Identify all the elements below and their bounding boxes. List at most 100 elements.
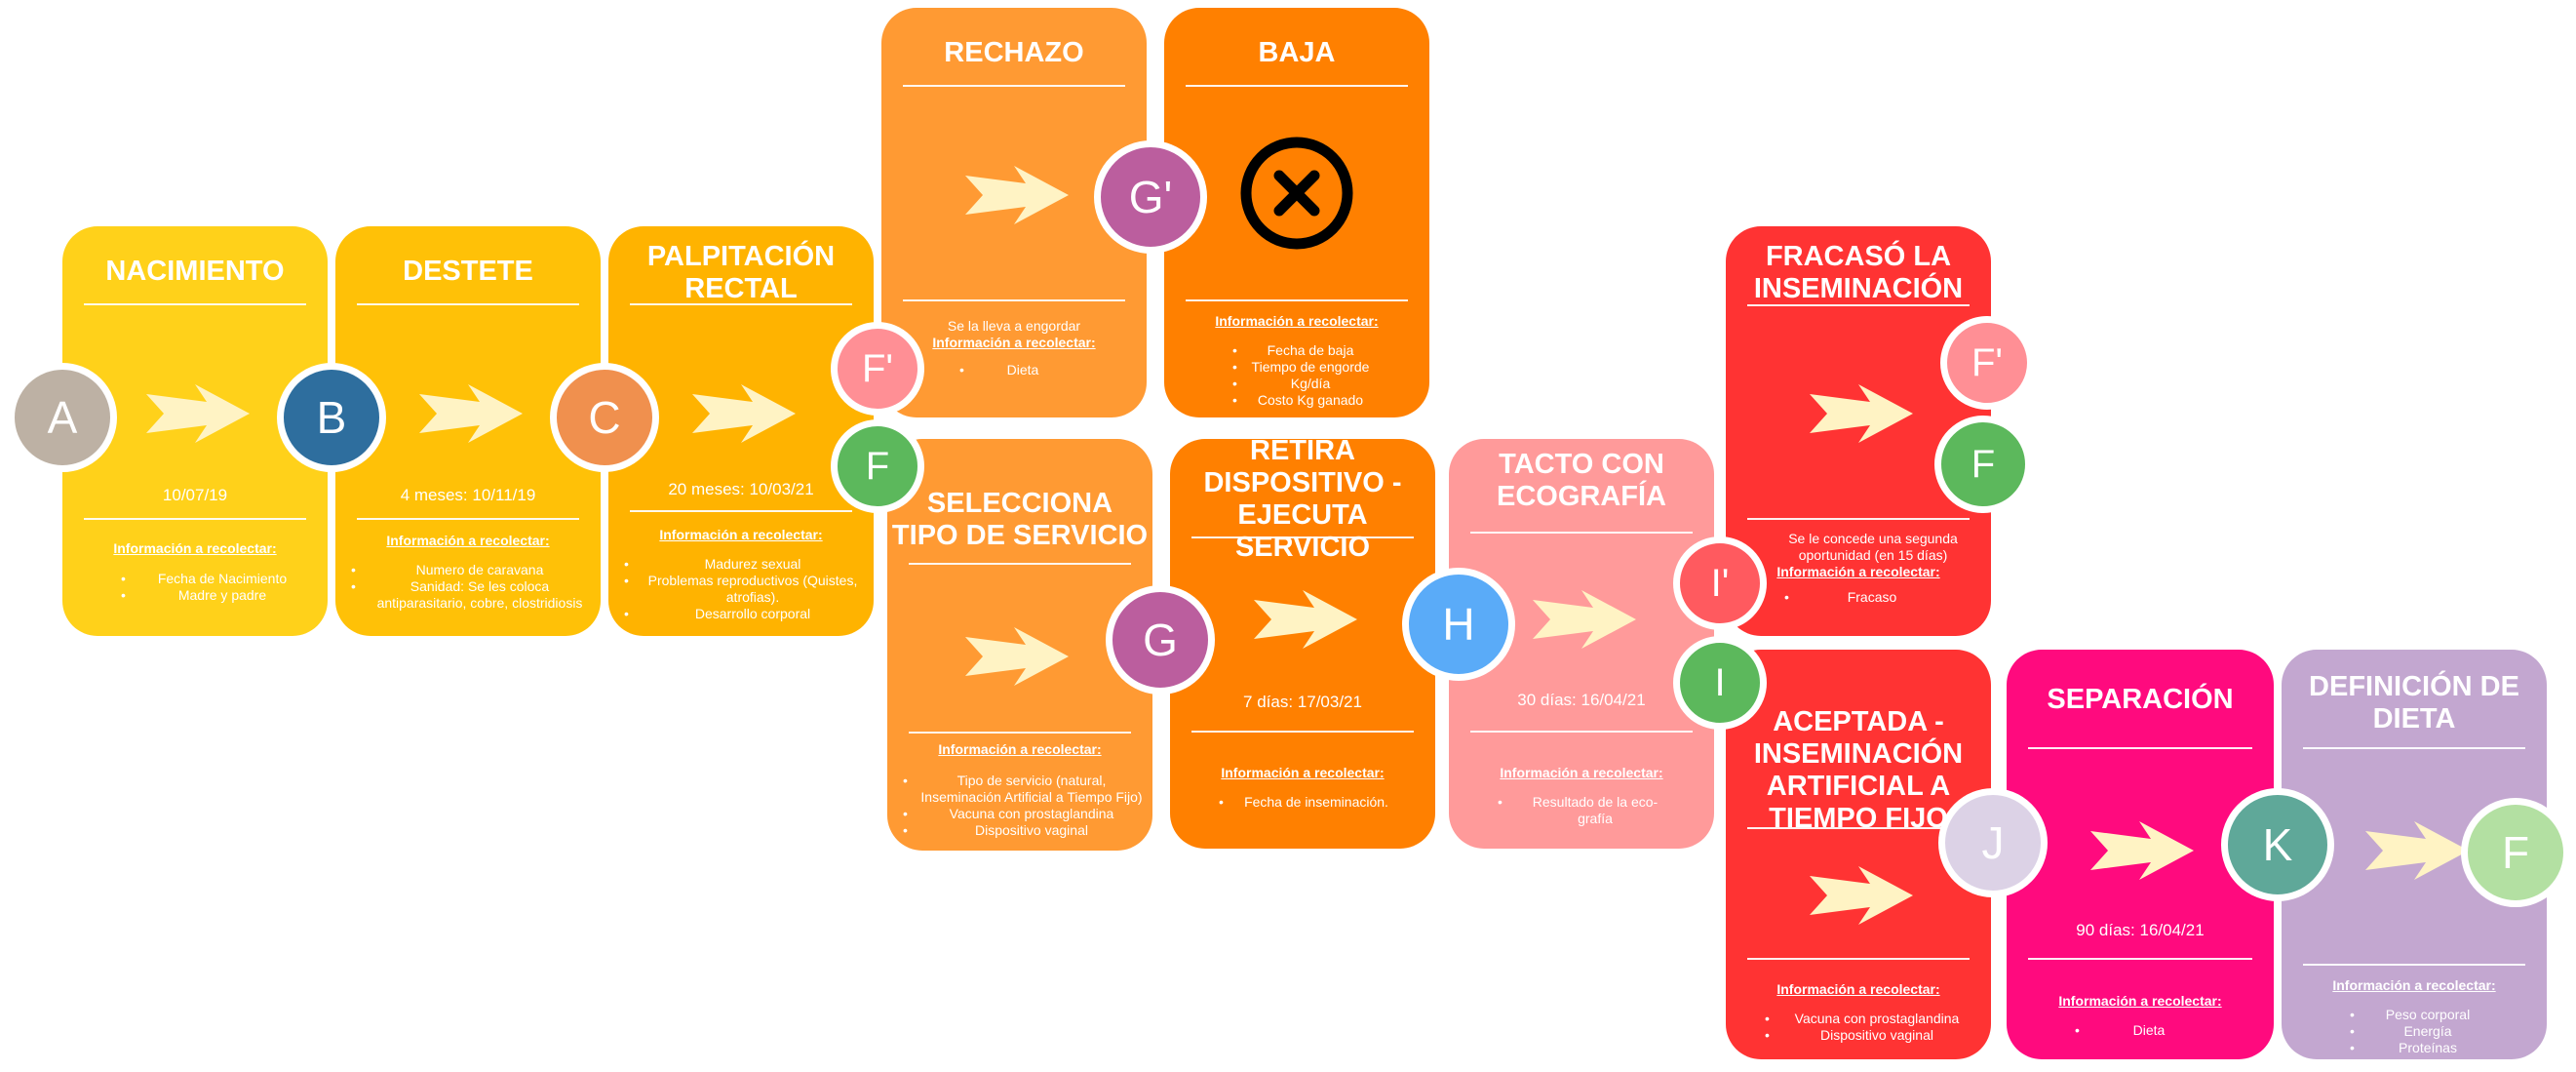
divider [909, 563, 1131, 565]
divider [1470, 731, 1693, 733]
arrow-right-icon [965, 627, 1069, 686]
list-item: Dieta [2075, 1022, 2205, 1039]
divider [1186, 85, 1408, 87]
divider [1191, 731, 1414, 733]
stage-note: Se le concede una segunda oportunidad (e… [1788, 531, 1958, 563]
list-item: Vacuna con prostaglandina [1765, 1011, 1971, 1027]
node-c: C [550, 363, 659, 472]
list-item: Numero de caravana [351, 562, 591, 578]
info-list: Vacuna con prostaglandina Dispositivo va… [1765, 1011, 1971, 1044]
divider [1747, 518, 1970, 520]
list-item: Costo Kg ganado [1232, 392, 1371, 409]
node-i-prime: I' [1673, 536, 1767, 630]
stage-rechazo: RECHAZO Se la lleva a engordar Informaci… [881, 8, 1147, 417]
stage-selecciona-servicio: SELECCIONA TIPO DE SERVICIO Información … [887, 439, 1152, 851]
list-item: Fecha de inseminación. [1219, 794, 1396, 811]
node-g: G [1106, 585, 1215, 695]
stage-title: DEFINICIÓN DE DIETA [2309, 671, 2519, 735]
divider [1747, 304, 1970, 306]
list-item: Dispositivo vaginal [903, 822, 1143, 839]
divider [84, 518, 306, 520]
arrow-right-icon [1810, 384, 1913, 443]
divider [84, 303, 306, 305]
list-item: Madurez sexual [624, 556, 864, 573]
divider [1191, 536, 1414, 538]
list-item: Tiempo de engorde [1232, 359, 1371, 376]
info-label: Información a recolectar: [1215, 313, 1379, 329]
list-item: Sanidad: Se les coloca antiparasitario, … [351, 578, 591, 612]
arrow-right-icon [146, 384, 250, 443]
list-item: Dieta [959, 362, 1069, 378]
divider [630, 510, 852, 512]
stage-date: 30 días: 16/04/21 [1517, 691, 1646, 709]
divider [1186, 299, 1408, 301]
divider [1747, 827, 1970, 829]
info-label: Información a recolectar: [659, 527, 823, 542]
info-label: Información a recolectar: [1500, 765, 1663, 780]
list-item: Resultado de la eco-grafía [1498, 794, 1675, 827]
stage-date: 20 meses: 10/03/21 [668, 480, 814, 498]
stage-title: DESTETE [403, 256, 533, 287]
stage-title: SEPARACIÓN [2047, 684, 2234, 715]
divider [2303, 747, 2525, 749]
divider [903, 299, 1125, 301]
info-label: Información a recolectar: [1776, 564, 1940, 579]
info-list: Dieta [959, 362, 1069, 378]
list-item: Kg/día [1232, 376, 1371, 392]
stage-title: BAJA [1258, 37, 1336, 68]
info-list: Fecha de Nacimiento Madre y padre [121, 571, 306, 604]
divider [357, 303, 579, 305]
node-j: J [1938, 788, 2048, 897]
node-f-prime: F' [831, 322, 924, 416]
info-list: Resultado de la eco-grafía [1498, 794, 1675, 827]
node-f-prime: F' [1940, 316, 2034, 410]
divider [903, 85, 1125, 87]
stage-date: 10/07/19 [162, 486, 228, 504]
stage-title: ACEPTADA - INSEMINACIÓN ARTIFICIAL A TIE… [1753, 706, 1964, 834]
arrow-right-icon [965, 166, 1069, 224]
stage-title: RECHAZO [944, 37, 1084, 68]
divider [1747, 958, 1970, 960]
node-f: F [1934, 416, 2032, 513]
divider [2303, 964, 2525, 966]
info-label: Información a recolectar: [113, 540, 277, 556]
info-label: Información a recolectar: [2332, 977, 2496, 993]
stage-title: TACTO CON ECOGRAFÍA [1497, 449, 1666, 512]
divider [2028, 958, 2252, 960]
divider [2028, 747, 2252, 749]
divider [1470, 532, 1693, 534]
list-item: Dispositivo vaginal [1765, 1027, 1971, 1044]
info-list: Fecha de baja Tiempo de engorde Kg/día C… [1232, 342, 1371, 409]
info-list: Dieta [2075, 1022, 2205, 1039]
info-list: Numero de caravana Sanidad: Se les coloc… [351, 562, 591, 612]
stage-title: NACIMIENTO [105, 256, 285, 287]
info-label: Información a recolectar: [2058, 993, 2222, 1009]
stage-title: FRACASÓ LA INSEMINACIÓN [1753, 241, 1964, 304]
node-i: I [1673, 636, 1767, 730]
node-g-prime: G' [1094, 140, 1207, 254]
list-item: Proteínas [2350, 1040, 2488, 1056]
node-h: H [1402, 568, 1515, 681]
arrow-right-icon [419, 384, 523, 443]
stage-title: SELECCIONA TIPO DE SERVICIO [891, 488, 1149, 551]
stage-date: 4 meses: 10/11/19 [400, 486, 536, 504]
divider [357, 518, 579, 520]
arrow-right-icon [1533, 590, 1636, 649]
stage-baja: BAJA Información a recolectar: Fecha de … [1164, 8, 1429, 417]
node-k: K [2221, 788, 2334, 901]
list-item: Energía [2350, 1023, 2488, 1040]
info-label: Información a recolectar: [1776, 981, 1940, 997]
stage-date: 90 días: 16/04/21 [2076, 921, 2205, 939]
node-a: A [8, 363, 117, 472]
close-circle-icon [1238, 135, 1355, 252]
info-label: Información a recolectar: [1221, 765, 1385, 780]
info-list: Fecha de inseminación. [1219, 794, 1396, 811]
stage-title: RETIRA DISPOSITIVO - EJECUTA SERVICIO [1203, 435, 1402, 563]
info-list: Tipo de servicio (natural, Inseminación … [903, 773, 1143, 839]
list-item: Tipo de servicio (natural, Inseminación … [903, 773, 1143, 806]
list-item: Fecha de Nacimiento [121, 571, 306, 587]
info-label: Información a recolectar: [938, 741, 1102, 757]
list-item: Madre y padre [121, 587, 306, 604]
info-label: Información a recolectar: [386, 533, 550, 548]
list-item: Vacuna con prostaglandina [903, 806, 1143, 822]
